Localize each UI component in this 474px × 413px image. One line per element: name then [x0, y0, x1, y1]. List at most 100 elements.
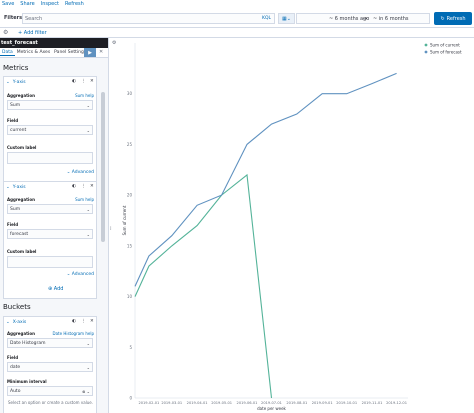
- settings-icon[interactable]: ⚙: [112, 40, 117, 46]
- metric-panel-current: ⌄ Y-axis ◐ ⋮ ✕ Aggregation Sum help Sum …: [3, 76, 97, 184]
- drag-handle-icon[interactable]: ⋮: [81, 184, 86, 189]
- aggregation-label: Aggregation: [7, 331, 35, 336]
- search-input[interactable]: Search KQL: [22, 13, 275, 24]
- gear-icon[interactable]: ⚙: [3, 29, 9, 36]
- buckets-title: Buckets: [3, 303, 31, 311]
- refresh-button[interactable]: ↻ Refresh: [434, 12, 472, 25]
- y-tick-label: 20: [127, 193, 133, 198]
- x-tick-label: 2019-02-01: [138, 401, 159, 405]
- query-bar: Filters Search KQL ▦⌄ ~ 6 months ago → ~…: [0, 9, 474, 27]
- chevron-down-icon: ⌄: [86, 102, 90, 108]
- legend-dot: [424, 43, 428, 47]
- apply-changes-button[interactable]: ▶: [84, 48, 96, 57]
- x-tick-label: 2019-03-01: [161, 401, 182, 405]
- x-tick-label: 2019-09-01: [312, 401, 333, 405]
- date-range-picker[interactable]: ~ 6 months ago → ~ in 6 months: [296, 13, 430, 24]
- editor-sidebar: test_forecast Data Metrics & Axes Panel …: [0, 38, 109, 413]
- remove-icon[interactable]: ✕: [90, 319, 94, 324]
- sum-help-link[interactable]: Sum help: [75, 197, 94, 202]
- chevron-down-icon[interactable]: ⌄: [6, 184, 10, 190]
- discard-icon[interactable]: ✕: [99, 49, 104, 55]
- chart-side-icons: ⚙: [110, 38, 120, 413]
- add-filter-button[interactable]: + Add filter: [18, 29, 47, 36]
- sum-help-link[interactable]: Sum help: [75, 93, 94, 98]
- refresh-icon: ↻: [440, 15, 445, 22]
- metric-header[interactable]: ⌄ Y-axis ◐ ⋮ ✕: [4, 77, 96, 87]
- search-placeholder: Search: [25, 15, 43, 22]
- editor-content: Metrics ⌄ Y-axis ◐ ⋮ ✕ Aggregation Sum h…: [0, 58, 108, 413]
- refresh-link[interactable]: Refresh: [64, 1, 84, 7]
- interval-label: Minimum interval: [7, 379, 47, 384]
- aggregation-value: Sum: [10, 206, 21, 212]
- field-select[interactable]: forecast ⌄: [7, 229, 93, 239]
- tab-data[interactable]: Data: [0, 49, 15, 56]
- date-end[interactable]: ~ in 6 months: [373, 15, 409, 22]
- advanced-toggle[interactable]: ⌄ Advanced: [66, 272, 94, 277]
- refresh-button-label: Refresh: [446, 15, 466, 22]
- custom-label-input[interactable]: [7, 152, 93, 164]
- kql-toggle[interactable]: KQL: [262, 16, 271, 21]
- field-label: Field: [7, 355, 19, 360]
- tab-metrics-axes[interactable]: Metrics & Axes: [16, 50, 51, 55]
- x-axis-label: date per week: [257, 406, 286, 411]
- field-value: current: [10, 127, 27, 133]
- chevron-down-icon[interactable]: ⌄: [6, 319, 10, 325]
- y-tick-label: 10: [127, 294, 133, 299]
- aggregation-select[interactable]: Sum ⌄: [7, 100, 93, 110]
- aggregation-select[interactable]: Sum ⌄: [7, 204, 93, 214]
- toggle-icon[interactable]: ◐: [72, 319, 76, 324]
- sidebar-scrollbar[interactable]: [101, 92, 105, 242]
- field-value: date: [10, 364, 21, 370]
- interval-value: Auto: [10, 388, 21, 394]
- metrics-title: Metrics: [3, 64, 29, 72]
- clear-chevron-icon: ⊗ ⌄: [82, 388, 90, 394]
- drag-handle-icon[interactable]: ⋮: [81, 319, 86, 324]
- drag-handle-icon[interactable]: ⋮: [81, 79, 86, 84]
- save-link[interactable]: Save: [2, 1, 15, 7]
- y-tick-label: 30: [127, 91, 133, 96]
- remove-icon[interactable]: ✕: [90, 79, 94, 84]
- interval-select[interactable]: Auto ⊗ ⌄: [7, 386, 93, 396]
- chevron-down-icon: ⌄: [86, 340, 90, 346]
- aggregation-label: Aggregation: [7, 197, 35, 202]
- chevron-down-icon: ⌄: [86, 206, 90, 212]
- x-tick-label: 2019-10-01: [336, 401, 357, 405]
- x-tick-label: 2019-11-01: [362, 401, 383, 405]
- field-select[interactable]: date ⌄: [7, 362, 93, 372]
- add-metric-button[interactable]: ⊕ Add: [48, 286, 64, 292]
- share-link[interactable]: Share: [20, 1, 35, 7]
- chevron-down-icon[interactable]: ⌄: [6, 79, 10, 85]
- line-chart: 0 5 10 15 20 25 30 2019-02-01 2019-03-01 2019-04-…: [122, 43, 462, 412]
- field-label: Field: [7, 222, 19, 227]
- calendar-icon[interactable]: ▦⌄: [278, 13, 295, 24]
- legend-label: Sum of forecast: [430, 50, 462, 55]
- y-tick-label: 5: [129, 345, 132, 350]
- toggle-icon[interactable]: ◐: [72, 79, 76, 84]
- add-label: Add: [53, 286, 64, 292]
- remove-icon[interactable]: ✕: [90, 184, 94, 189]
- aggregation-select[interactable]: Date Histogram ⌄: [7, 338, 93, 348]
- y-tick-label: 25: [127, 142, 133, 147]
- date-histogram-help-link[interactable]: Date Histogram help: [52, 331, 95, 336]
- series-line-forecast: [134, 72, 397, 287]
- bucket-panel-x-axis: ⌄ X-axis ◐ ⋮ ✕ Aggregation Date Histogra…: [3, 316, 97, 413]
- toggle-icon[interactable]: ◐: [72, 184, 76, 189]
- advanced-label: Advanced: [71, 272, 94, 277]
- metric-header[interactable]: ⌄ Y-axis ◐ ⋮ ✕: [4, 182, 96, 192]
- x-tick-label: 2019-07-01: [261, 401, 282, 405]
- tab-panel-settings[interactable]: Panel Settings: [54, 50, 87, 55]
- y-tick-label: 15: [127, 243, 133, 248]
- bucket-header[interactable]: ⌄ X-axis ◐ ⋮ ✕: [4, 317, 96, 327]
- custom-label-label: Custom label: [7, 145, 37, 150]
- inspect-link[interactable]: Inspect: [40, 1, 59, 7]
- advanced-toggle[interactable]: ⌄ Advanced: [66, 170, 94, 175]
- collapse-handle-icon[interactable]: ⁞: [110, 226, 112, 232]
- filter-row: ⚙ + Add filter: [0, 27, 474, 38]
- aggregation-value: Sum: [10, 102, 21, 108]
- field-select[interactable]: current ⌄: [7, 125, 93, 135]
- date-start[interactable]: ~ 6 months ago: [329, 15, 370, 22]
- aggregation-value: Date Histogram: [10, 340, 46, 346]
- x-tick-label: 2019-05-01: [211, 401, 232, 405]
- metric-header-label: Y-axis: [12, 79, 26, 85]
- custom-label-input[interactable]: [7, 256, 93, 268]
